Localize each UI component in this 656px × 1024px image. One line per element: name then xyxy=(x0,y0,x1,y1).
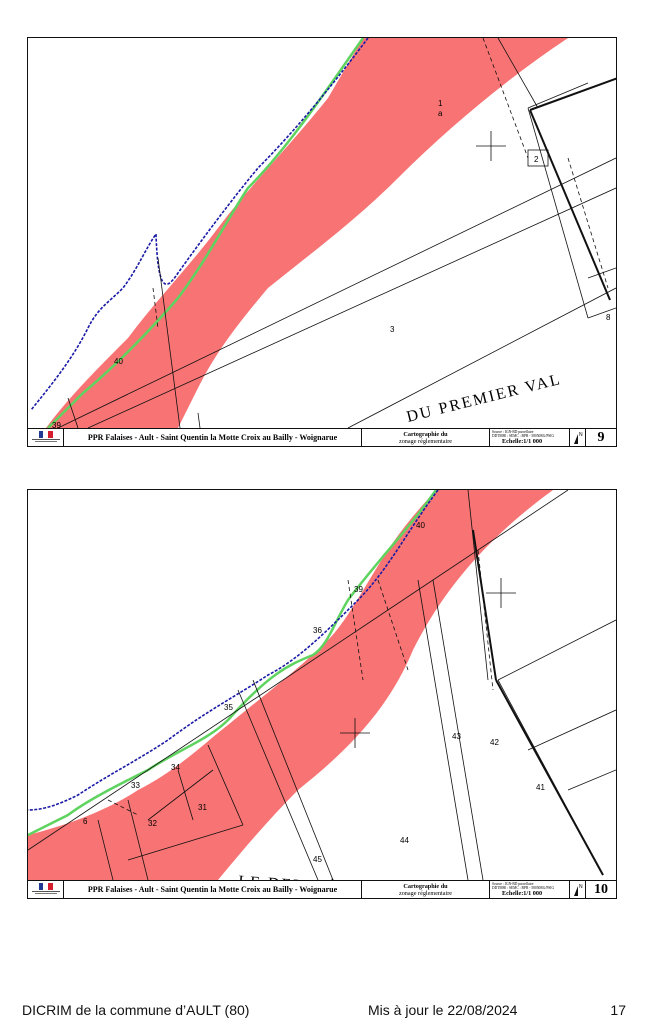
hazard-zone xyxy=(46,38,568,428)
parcel-number: a xyxy=(438,109,443,118)
parcel-number: 1 xyxy=(438,99,443,108)
parcel-number: 3 xyxy=(390,325,395,334)
parcel-number: 41 xyxy=(536,783,545,792)
republique-francaise-logo xyxy=(28,429,64,446)
parcel-number: 32 xyxy=(148,819,157,828)
parcel-number: 45 xyxy=(313,855,322,864)
cartography-label: Cartographie du zonage réglementaire xyxy=(362,881,490,898)
survey-cross xyxy=(476,131,506,161)
sheet-number: 10 xyxy=(594,881,608,897)
cartography-line2: zonage réglementaire xyxy=(398,437,453,445)
parcel-number: 42 xyxy=(490,738,499,747)
parcel-number: 33 xyxy=(131,781,140,790)
source-line2: DDTM80 : SEMC : BPR - 58050RG/PSIG xyxy=(492,434,555,438)
parcel-number: 39 xyxy=(52,421,61,428)
footer-update-date: Mis à jour le 22/08/2024 xyxy=(368,1002,518,1018)
north-arrow-icon: N xyxy=(570,429,586,446)
source-line2: DDTM80 : SEMC : BPR - 58050RG/PSIG xyxy=(492,886,555,890)
source-line1: Source : IGN-BD parcellaire xyxy=(492,882,534,886)
source-block: Source : IGN-BD parcellaire DDTM80 : SEM… xyxy=(490,429,570,446)
parcel-number: 40 xyxy=(416,521,425,530)
cartography-label: Cartographie du zonage réglementaire xyxy=(362,429,490,446)
survey-cross xyxy=(340,578,516,748)
scale-label: Echelle:1/1 000 xyxy=(502,438,543,445)
page-footer: DICRIM de la commune d’AULT (80) Mis à j… xyxy=(0,1002,656,1022)
north-arrow-icon: N xyxy=(570,881,586,898)
dashed-lines xyxy=(107,549,494,816)
republique-francaise-logo xyxy=(28,881,64,898)
dashed-lines xyxy=(152,38,609,329)
thick-boundary xyxy=(472,529,604,876)
building xyxy=(527,149,549,167)
cartography-line1: Cartographie du xyxy=(403,882,448,890)
parcel-number: 6 xyxy=(83,817,88,826)
thick-boundary xyxy=(529,77,616,301)
source-block: Source : IGN-BD parcellaire DDTM80 : SEM… xyxy=(490,881,570,898)
zoning-map: 40 39 36 35 34 33 31 32 6 43 42 41 44 45… xyxy=(28,490,616,880)
sheet-number: 9 xyxy=(597,429,605,445)
parcel-number: 40 xyxy=(114,357,123,366)
north-label: N xyxy=(579,432,583,438)
parcel-number: 39 xyxy=(354,585,363,594)
plan-title: PPR Falaises - Ault - Saint Quentin la M… xyxy=(64,429,362,446)
source-line1: Source : IGN-BD parcellaire xyxy=(492,430,534,434)
road-label: LE DEUXIÈME VAL xyxy=(238,871,411,880)
footer-page-number: 17 xyxy=(610,1002,626,1018)
plan-title: PPR Falaises - Ault - Saint Quentin la M… xyxy=(64,881,362,898)
parcel-number: 2 xyxy=(534,155,539,164)
parcel-number: 34 xyxy=(171,763,180,772)
parcel-number: 31 xyxy=(198,803,207,812)
road-label: DU PREMIER VAL xyxy=(405,371,563,426)
parcel-number: 43 xyxy=(452,732,461,741)
zoning-map: 1 a 2 3 8 40 39 DU PREMIER VAL xyxy=(30,38,616,428)
footer-document-title: DICRIM de la commune d’AULT (80) xyxy=(22,1002,250,1018)
parcel-number: 36 xyxy=(313,626,322,635)
parcel-number: 8 xyxy=(606,313,611,322)
parcel-number: 44 xyxy=(400,836,409,845)
map-sheet-10: 40 39 36 35 34 33 31 32 6 43 42 41 44 45… xyxy=(27,489,617,899)
scale-label: Echelle:1/1 000 xyxy=(502,890,543,897)
map-legend-bar: PPR Falaises - Ault - Saint Quentin la M… xyxy=(28,428,616,446)
cartography-line1: Cartographie du xyxy=(403,430,448,438)
north-label: N xyxy=(579,884,583,890)
parcel-number: 35 xyxy=(224,703,233,712)
zone-limit-line xyxy=(47,38,365,428)
zone-limit-line xyxy=(28,490,438,837)
map-sheet-9: 1 a 2 3 8 40 39 DU PREMIER VAL PPR Falai… xyxy=(27,37,617,447)
cartography-line2: zonage réglementaire xyxy=(398,889,453,897)
parcel-lines xyxy=(57,38,616,428)
map-legend-bar: PPR Falaises - Ault - Saint Quentin la M… xyxy=(28,880,616,898)
